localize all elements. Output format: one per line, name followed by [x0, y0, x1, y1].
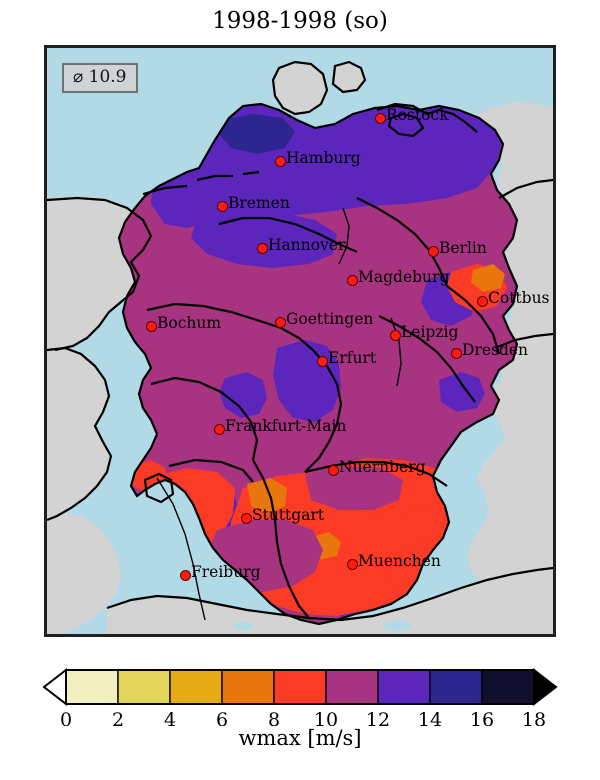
colorbar-band[interactable] — [377, 669, 431, 705]
city-dot-icon — [347, 275, 358, 286]
map-panel[interactable]: ⌀ 10.9 Rostock Hamburg Bremen Hannover Berli… — [44, 45, 556, 637]
city-label: Hamburg — [286, 149, 361, 167]
colorbar-band[interactable] — [273, 669, 327, 705]
city-label: Cottbus — [488, 289, 550, 307]
city-label: Rostock — [386, 106, 449, 124]
city-dot-icon — [257, 243, 268, 254]
city-label: Bochum — [157, 314, 222, 332]
map-canvas — [47, 48, 553, 634]
city-label: Goettingen — [286, 310, 374, 328]
city-label: Nuernberg — [339, 458, 426, 476]
colorbar-axis-label: wmax [m/s] — [238, 726, 362, 750]
city-label: Hannover — [268, 236, 346, 254]
colorbar-band[interactable] — [481, 669, 535, 705]
city-dot-icon — [328, 465, 339, 476]
colorbar-ticks: 0 2 4 6 8 10 12 14 16 18 — [60, 709, 546, 726]
colorbar-tick-label: 14 — [418, 709, 442, 726]
colorbar-tick-label: 10 — [314, 709, 338, 726]
city-dot-icon — [146, 321, 157, 332]
city-dot-icon — [275, 156, 286, 167]
colorbar-band[interactable] — [325, 669, 379, 705]
colorbar-band[interactable] — [65, 669, 119, 705]
city-dot-icon — [390, 330, 401, 341]
city-label: Berlin — [439, 239, 487, 257]
colorbar-bands — [42, 667, 558, 707]
city-label: Leipzig — [401, 323, 459, 341]
colorbar-tick-label: 0 — [60, 709, 72, 726]
colorbar-tick-label: 16 — [470, 709, 494, 726]
colorbar-band[interactable] — [117, 669, 171, 705]
city-dot-icon — [241, 513, 252, 524]
city-label: Dresden — [462, 341, 529, 359]
city-dot-icon — [451, 348, 462, 359]
city-dot-icon — [180, 570, 191, 581]
page-title: 1998-1998 (so) — [212, 8, 388, 34]
city-dot-icon — [347, 559, 358, 570]
city-label: Magdeburg — [358, 268, 450, 286]
colorbar-outline — [65, 669, 535, 705]
city-label: Stuttgart — [252, 506, 325, 524]
city-dot-icon — [317, 356, 328, 367]
city-dot-icon — [217, 201, 228, 212]
city-label: Frankfurt-Main — [225, 417, 347, 435]
colorbar-band[interactable] — [169, 669, 223, 705]
colorbar-band[interactable] — [429, 669, 483, 705]
colorbar-svg: 0 2 4 6 8 10 12 14 16 18 — [42, 667, 558, 726]
city-dot-icon — [477, 296, 488, 307]
city-dot-icon — [428, 246, 439, 257]
city-label: Freiburg — [191, 563, 261, 581]
colorbar-tick-label: 4 — [164, 709, 176, 726]
colorbar-tick-label: 18 — [522, 709, 546, 726]
colorbar-tick-label: 8 — [268, 709, 280, 726]
inland-water — [233, 621, 411, 631]
colorbar-tick-label: 2 — [112, 709, 124, 726]
city-label: Erfurt — [328, 349, 377, 367]
colorbar-over-arrow — [533, 667, 558, 707]
city-dot-icon — [375, 113, 386, 124]
city-dot-icon — [275, 317, 286, 328]
city-dot-icon — [214, 424, 225, 435]
city-label: Bremen — [228, 194, 290, 212]
colorbar-tick-label: 12 — [366, 709, 390, 726]
city-label: Muenchen — [358, 552, 441, 570]
colorbar-tick-label: 6 — [216, 709, 228, 726]
colorbar-band[interactable] — [221, 669, 275, 705]
mean-value-badge: ⌀ 10.9 — [62, 63, 138, 93]
colorbar-under-arrow — [42, 667, 67, 707]
colorbar[interactable]: 0 2 4 6 8 10 12 14 16 18 wmax [m/s] — [0, 660, 600, 780]
